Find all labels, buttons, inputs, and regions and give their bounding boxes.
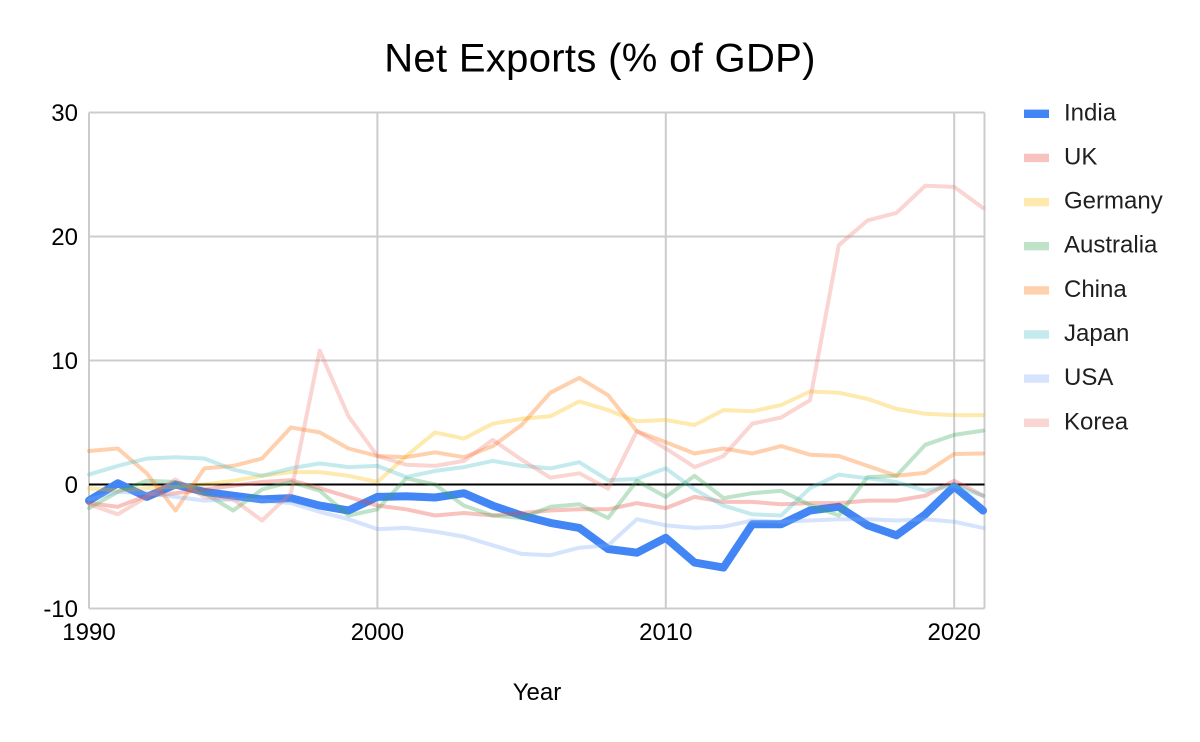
svg-text:Australia: Australia bbox=[1064, 232, 1158, 259]
svg-text:Year: Year bbox=[513, 679, 562, 706]
svg-text:Net Exports (% of GDP): Net Exports (% of GDP) bbox=[384, 37, 816, 81]
svg-text:China: China bbox=[1064, 276, 1127, 303]
svg-text:Korea: Korea bbox=[1064, 408, 1129, 435]
svg-text:2010: 2010 bbox=[639, 619, 692, 646]
svg-text:-10: -10 bbox=[43, 596, 78, 623]
svg-text:10: 10 bbox=[51, 348, 78, 375]
svg-text:Germany: Germany bbox=[1064, 188, 1163, 215]
svg-text:2020: 2020 bbox=[928, 619, 981, 646]
svg-text:India: India bbox=[1064, 99, 1117, 126]
svg-text:20: 20 bbox=[51, 224, 78, 251]
svg-text:Japan: Japan bbox=[1064, 320, 1129, 347]
svg-text:UK: UK bbox=[1064, 143, 1097, 170]
svg-text:0: 0 bbox=[65, 472, 78, 499]
svg-text:2000: 2000 bbox=[351, 619, 404, 646]
svg-text:1990: 1990 bbox=[62, 619, 115, 646]
svg-text:30: 30 bbox=[51, 100, 78, 127]
svg-text:USA: USA bbox=[1064, 364, 1113, 391]
